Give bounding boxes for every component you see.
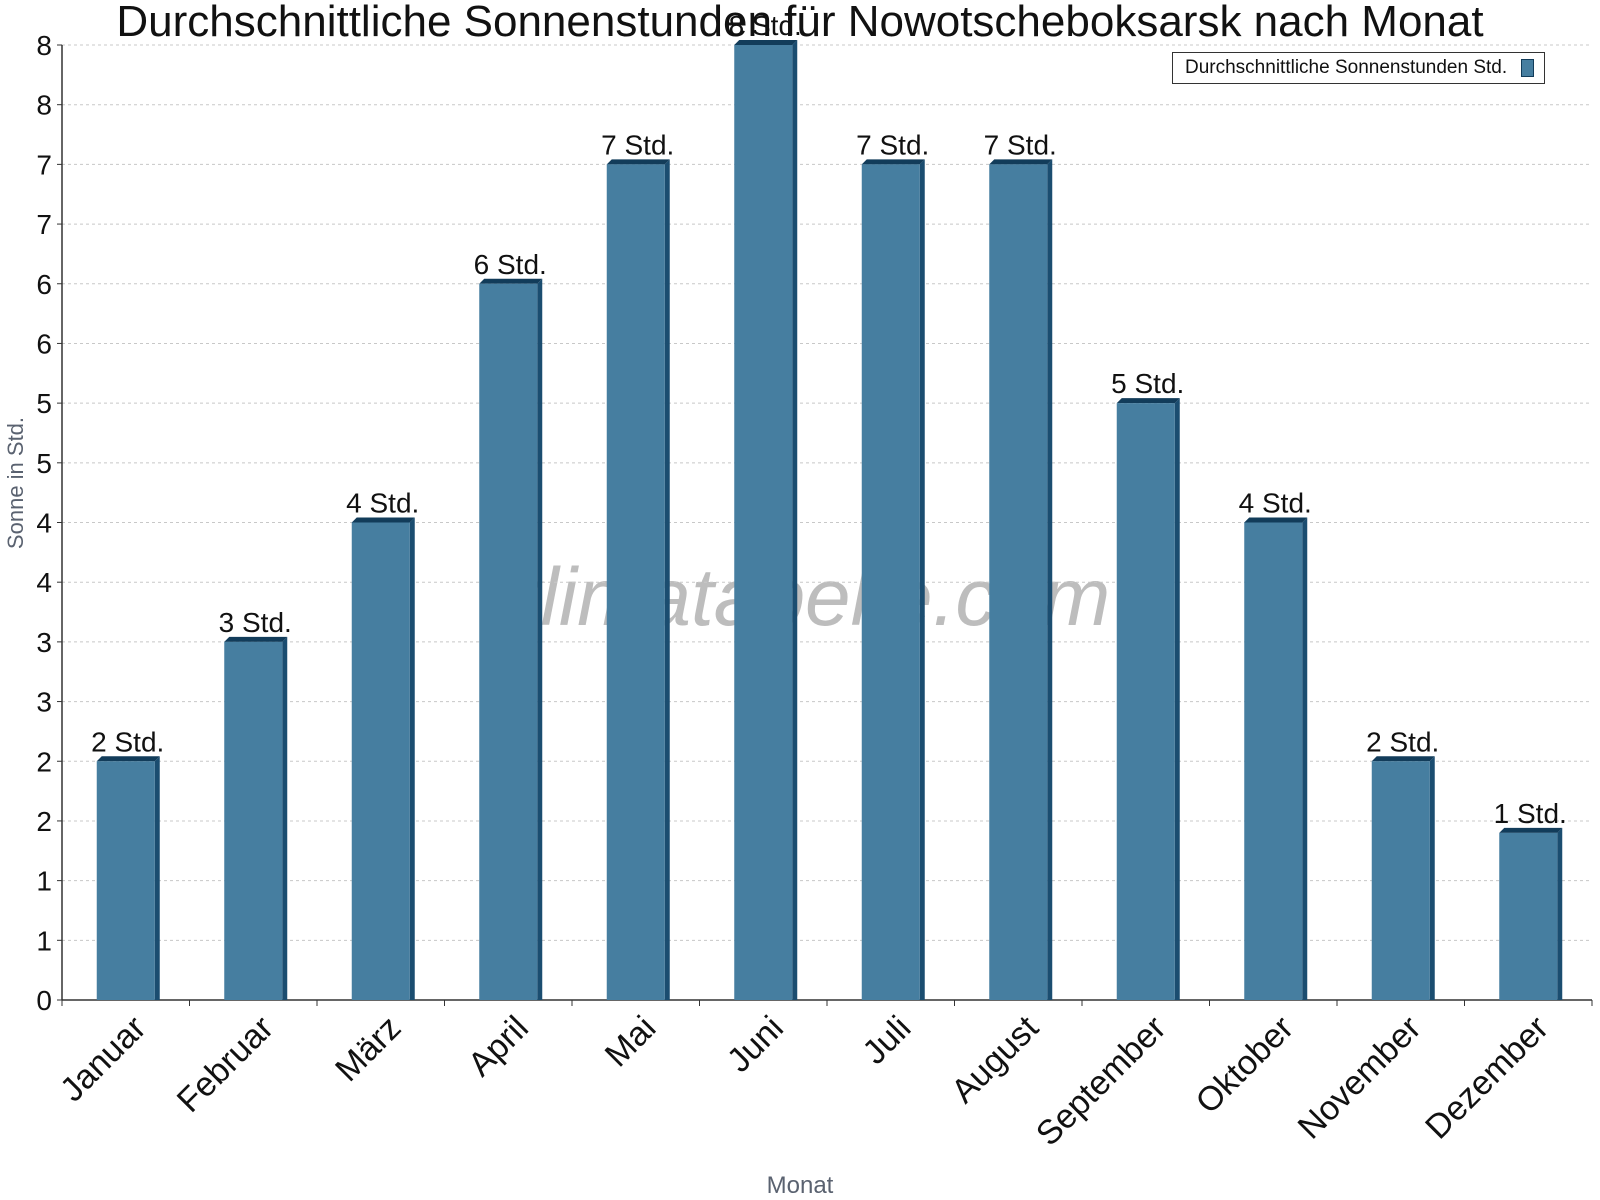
legend-swatch [1521, 59, 1535, 77]
data-label: 8 Std. [729, 10, 802, 41]
x-tick-label: August [944, 1008, 1046, 1110]
x-tick-label: November [1291, 1009, 1429, 1147]
y-tick-label: 5 [36, 448, 52, 479]
bar-top [1499, 827, 1563, 833]
x-tick-label: Januar [53, 1009, 153, 1109]
y-axis-label: Sonne in Std. [3, 416, 28, 550]
data-label: 6 Std. [474, 249, 547, 280]
bar-top [989, 159, 1053, 165]
y-tick-label: 3 [36, 627, 52, 658]
y-tick-label: 1 [36, 866, 52, 897]
bar-side [1429, 756, 1435, 1000]
y-tick-label: 2 [36, 746, 52, 777]
legend: Durchschnittliche Sonnenstunden Std. [1172, 52, 1546, 84]
bar-side [1557, 827, 1563, 1000]
bar [96, 761, 155, 1000]
x-axis-label: Monat [766, 1172, 834, 1199]
data-label: 7 Std. [984, 129, 1057, 160]
x-tick-label: Mai [598, 1009, 664, 1075]
bar-top [351, 517, 415, 523]
x-tick-label: Dezember [1418, 1009, 1556, 1147]
bar-top [96, 756, 160, 762]
bar-side [664, 159, 670, 1000]
y-tick-label: 4 [36, 508, 52, 539]
data-label: 2 Std. [1366, 726, 1439, 757]
bar-top [224, 636, 288, 642]
legend-label: Durchschnittliche Sonnenstunden Std. [1185, 57, 1508, 78]
bar [989, 164, 1048, 1000]
y-tick-label: 7 [36, 149, 52, 180]
chart-title: Durchschnittliche Sonnenstunden für Nowo… [116, 0, 1484, 46]
y-tick-label: 2 [36, 806, 52, 837]
bar [1499, 832, 1558, 1000]
x-tick-label: April [461, 1009, 536, 1084]
data-label: 3 Std. [219, 607, 292, 638]
bar-side [537, 278, 543, 1000]
bar-side [1047, 159, 1053, 1000]
bar-top [479, 278, 543, 284]
bar-top [734, 40, 798, 45]
bar-top [1244, 517, 1308, 523]
y-tick-label: 1 [36, 925, 52, 956]
bar-top [1371, 756, 1435, 762]
bar-top [861, 159, 925, 165]
data-label: 4 Std. [1239, 488, 1312, 519]
x-tick-label: Oktober [1189, 1009, 1301, 1121]
bar-side [1302, 517, 1308, 1000]
bar [606, 164, 665, 1000]
x-tick-label: September [1029, 1009, 1173, 1153]
bar-side [409, 517, 415, 1000]
bar [224, 641, 283, 1000]
bar-side [154, 756, 160, 1000]
bar [1244, 522, 1303, 1000]
bar [479, 283, 538, 1000]
bar-side [919, 159, 925, 1000]
bar-top [606, 159, 670, 165]
y-tick-label: 4 [36, 567, 52, 598]
data-label: 2 Std. [91, 726, 164, 757]
bar [1116, 403, 1175, 1000]
data-label: 5 Std. [1111, 368, 1184, 399]
x-tick-label: Februar [170, 1009, 281, 1120]
data-label: 7 Std. [601, 129, 674, 160]
bar [861, 164, 920, 1000]
y-tick-label: 5 [36, 388, 52, 419]
bar-side [792, 40, 798, 1000]
bar [351, 522, 410, 1000]
y-tick-label: 8 [36, 30, 52, 61]
y-tick-label: 0 [36, 985, 52, 1016]
y-tick-label: 8 [36, 90, 52, 121]
data-label: 7 Std. [856, 129, 929, 160]
bar [1371, 761, 1430, 1000]
data-label: 4 Std. [346, 488, 419, 519]
bar [734, 45, 793, 1000]
y-tick-label: 7 [36, 209, 52, 240]
x-tick-label: Juni [720, 1009, 791, 1080]
bar-top [1116, 398, 1180, 404]
bar-side [1174, 398, 1180, 1000]
x-tick-label: Juli [855, 1009, 918, 1072]
x-tick-label: März [328, 1009, 408, 1089]
y-tick-label: 3 [36, 687, 52, 718]
y-tick-label: 6 [36, 269, 52, 300]
bar-side [282, 636, 288, 1000]
data-label: 1 Std. [1494, 798, 1567, 829]
y-tick-label: 6 [36, 328, 52, 359]
